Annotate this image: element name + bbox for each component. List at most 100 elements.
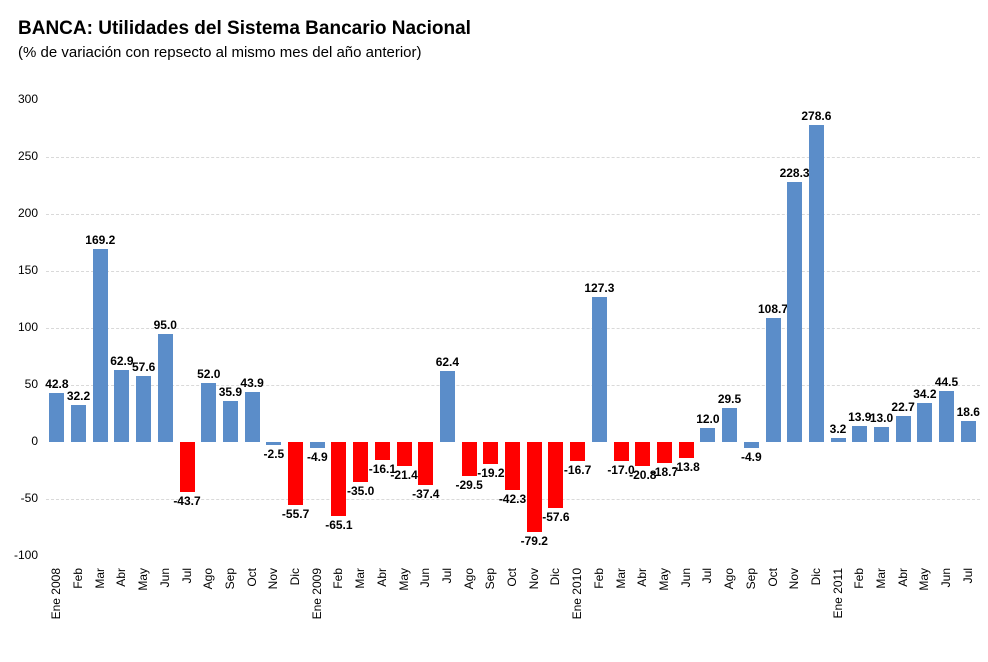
bar-value-label: -4.9 [740, 449, 762, 464]
title-prefix: BANCA: [18, 18, 93, 39]
x-axis-tick-label: May [657, 568, 671, 591]
bar [92, 249, 108, 442]
bar [71, 405, 86, 442]
bar-value-label: -29.5 [455, 477, 483, 492]
x-axis-tick-label: Oct [505, 568, 519, 587]
bar [657, 442, 672, 464]
x-axis-tick-label: May [917, 568, 932, 591]
y-axis-tick-label: -100 [13, 547, 38, 562]
y-axis-tick-label: 300 [17, 92, 38, 107]
y-axis-tick-label: 150 [17, 263, 38, 278]
bar [461, 442, 477, 476]
bar-value-label: -79.2 [520, 534, 548, 549]
bar [179, 442, 195, 492]
bar-value-label: 52.0 [197, 366, 221, 381]
x-axis-tick-label: Feb [71, 568, 85, 589]
x-axis-tick-label: Sep [222, 568, 237, 590]
y-axis-tick-label: 50 [24, 377, 38, 392]
bar-value-label: -16.7 [563, 463, 592, 477]
x-axis-tick-label: Ene 2008 [49, 568, 64, 620]
bar [939, 391, 954, 442]
x-axis-tick-label: Jul [179, 568, 194, 584]
bar [201, 382, 217, 442]
x-axis-tick-label: Jun [157, 568, 172, 588]
x-axis-tick-label: Abr [374, 568, 389, 587]
bar-value-label: -19.2 [477, 465, 505, 480]
bar [309, 442, 325, 448]
page-title: BANCA: Utilidades del Sistema Bancario N… [18, 18, 471, 40]
x-axis-tick-label: Ene 2011 [830, 568, 845, 619]
bar [483, 442, 499, 464]
bar-value-label: 3.2 [829, 422, 847, 437]
bar-value-label: -57.6 [542, 509, 570, 524]
bar [396, 442, 412, 467]
x-axis-tick-label: May [136, 568, 151, 591]
bar-value-label: 34.2 [913, 387, 937, 401]
bar-value-label: 44.5 [934, 375, 959, 390]
bar [591, 297, 607, 442]
x-axis-tick-label: Mar [353, 568, 368, 589]
bar [331, 442, 347, 517]
bar [635, 442, 651, 466]
bar-value-label: 62.4 [435, 354, 460, 369]
bar-value-label: 42.8 [45, 377, 69, 392]
x-axis-tick-label: Dic [808, 568, 823, 586]
x-axis-tick-label: Jul [960, 568, 975, 584]
bar-value-label: 278.6 [801, 108, 832, 123]
x-axis-tick-label: Ene 2010 [570, 568, 585, 620]
bar [678, 442, 694, 458]
gridline [46, 498, 980, 500]
bar [787, 182, 803, 442]
y-axis-tick-label: -50 [20, 490, 38, 505]
x-axis-tick-label: Jun [939, 568, 953, 588]
bar-value-label: -43.7 [173, 493, 201, 508]
bar [266, 442, 282, 445]
x-axis-tick-label: May [396, 568, 411, 591]
bar [960, 420, 976, 442]
x-axis-tick-label: Abr [635, 568, 650, 587]
x-axis-tick-label: Oct [765, 568, 780, 587]
gridline [46, 271, 980, 273]
x-axis-tick-label: Sep [743, 568, 758, 590]
bar [439, 370, 455, 442]
bar-value-label: 127.3 [584, 281, 615, 295]
bar [418, 442, 434, 485]
x-axis-tick-label: Dic [288, 568, 303, 586]
bar-value-label: -13.8 [672, 459, 700, 474]
bar [526, 442, 542, 533]
gridline [46, 385, 980, 387]
y-axis-tick-label: 100 [17, 320, 38, 335]
x-axis-tick-label: Oct [244, 568, 259, 587]
x-axis-tick-label: Abr [895, 568, 910, 587]
x-axis-tick-label: Jul [700, 568, 715, 584]
bar [700, 428, 716, 442]
x-axis-tick-label: Ene 2009 [309, 568, 324, 620]
x-axis-tick-label: Ago [722, 568, 736, 590]
y-axis-tick-label: 250 [17, 149, 38, 164]
bar-value-label: -65.1 [325, 518, 353, 533]
bar-value-label: 95.0 [153, 317, 177, 332]
bar [548, 442, 564, 508]
bar-value-label: 35.9 [218, 385, 243, 400]
bar-value-label: -17.0 [607, 463, 635, 478]
bar-value-label: 57.6 [132, 360, 156, 375]
bar [613, 442, 629, 462]
bar [852, 426, 868, 442]
bar-value-label: 13.0 [869, 411, 894, 426]
y-axis-tick-label: 200 [17, 206, 38, 221]
bar [722, 408, 737, 442]
bar [830, 438, 846, 442]
x-axis-tick-label: Mar [874, 568, 888, 589]
bar [765, 318, 781, 442]
x-axis-tick-label: Feb [331, 568, 346, 589]
bar-value-label: 13.9 [848, 410, 872, 425]
bar [743, 442, 759, 448]
bar-value-label: 228.3 [779, 166, 810, 180]
bar [114, 370, 130, 442]
bar [49, 393, 65, 442]
bar [505, 442, 520, 491]
bar-value-label: -18.7 [650, 465, 679, 480]
bar-value-label: 22.7 [891, 400, 915, 415]
bar [157, 333, 173, 442]
